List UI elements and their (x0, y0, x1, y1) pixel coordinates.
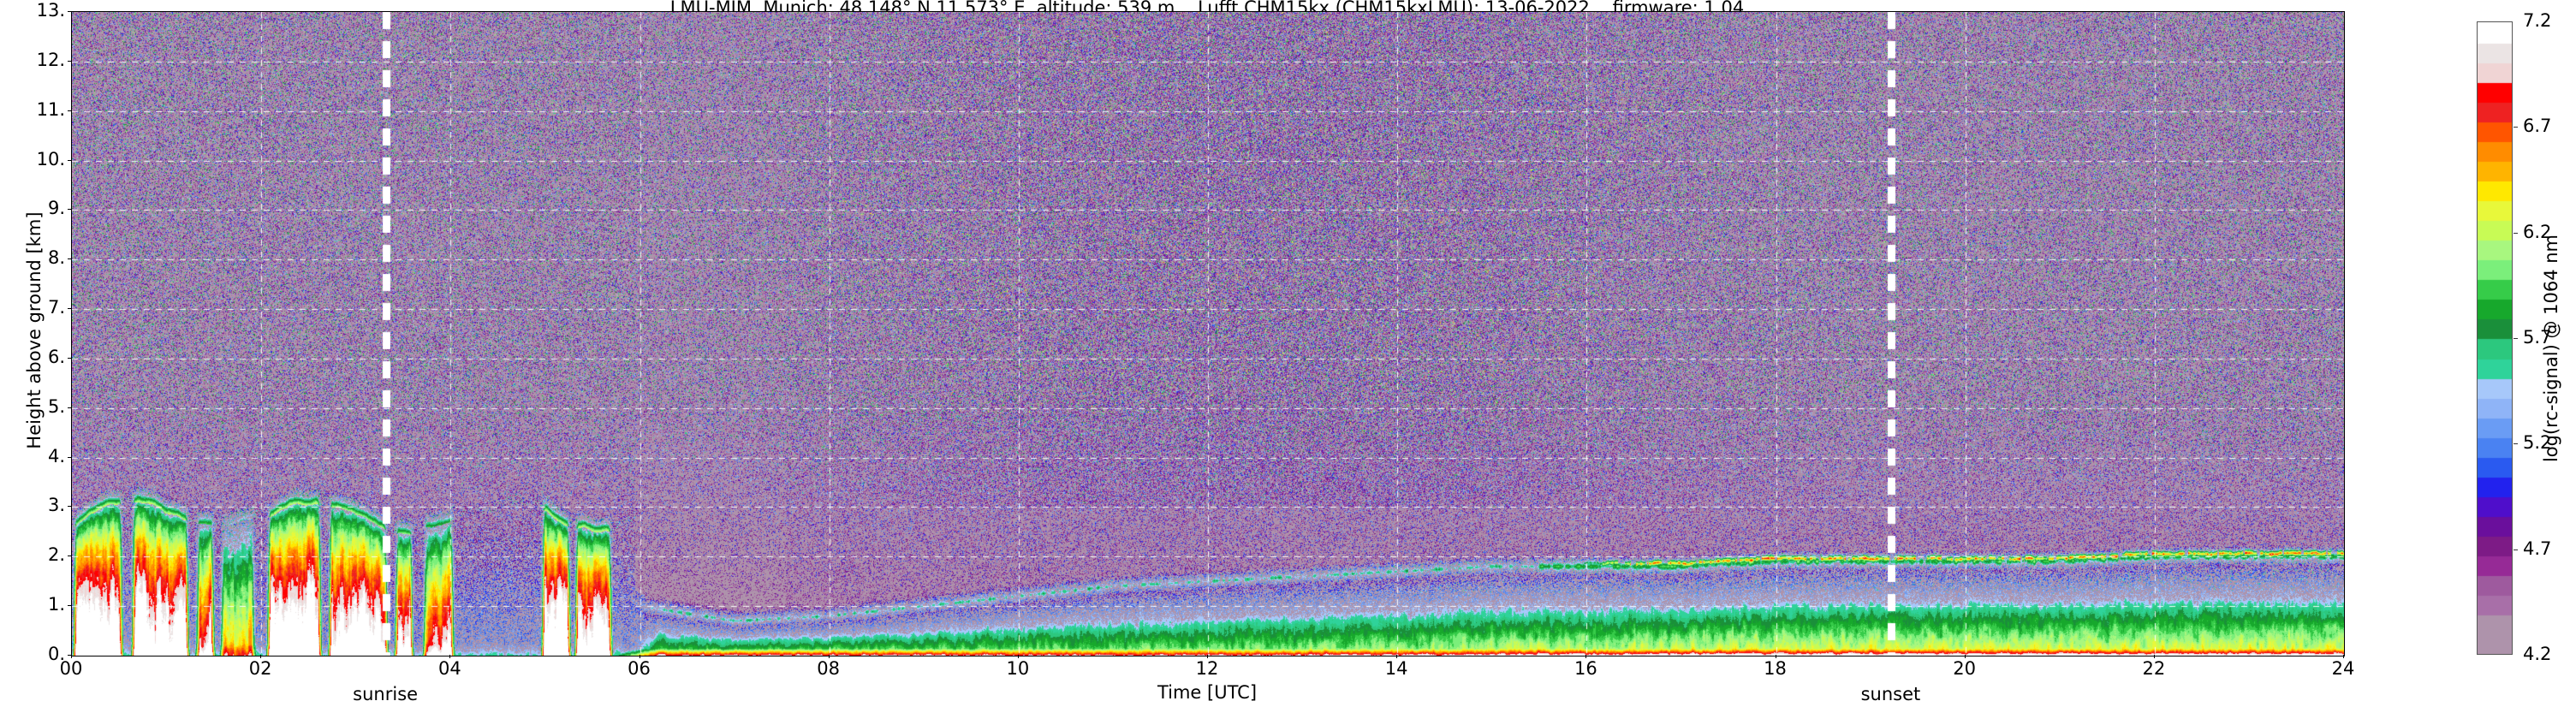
y-tick-label: 1. (47, 594, 65, 615)
y-tick-mark (68, 605, 71, 607)
x-tick-label: 14 (1384, 658, 1408, 679)
colorbar-tick-label: 4.2 (2523, 644, 2552, 664)
y-tick-label: 3. (47, 495, 65, 516)
colorbar-tick-label: 4.7 (2523, 538, 2552, 559)
colorbar-label: log(rc-signal) @ 1064 nm (2541, 234, 2561, 463)
x-tick-mark (2343, 655, 2344, 658)
x-tick-label: 06 (628, 658, 651, 679)
x-tick-label: 02 (248, 658, 272, 679)
x-tick-mark (828, 655, 830, 658)
colorbar-tick-label: 7.2 (2523, 10, 2552, 31)
colorbar-tick-label: 6.2 (2523, 221, 2552, 242)
y-tick-label: 4. (47, 445, 65, 466)
x-tick-label: 24 (2331, 658, 2355, 679)
event-label-sunset: sunset (1860, 684, 1921, 704)
backscatter-heatmap (72, 12, 2344, 656)
y-tick-label: 7. (47, 297, 65, 318)
y-tick-mark (68, 308, 71, 310)
y-tick-mark (68, 110, 71, 111)
y-tick-mark (68, 11, 71, 12)
y-tick-label: 8. (47, 247, 65, 269)
x-tick-mark (449, 655, 451, 658)
y-tick-mark (68, 60, 71, 62)
colorbar-tick-mark (2514, 338, 2518, 339)
y-tick-mark (68, 456, 71, 458)
y-tick-mark (68, 506, 71, 508)
x-tick-label: 08 (817, 658, 841, 679)
y-tick-label: 2. (47, 544, 65, 566)
y-tick-mark (68, 655, 71, 656)
y-tick-label: 6. (47, 346, 65, 367)
y-tick-label: 11. (36, 98, 65, 120)
y-tick-label: 9. (47, 198, 65, 219)
x-tick-label: 12 (1195, 658, 1219, 679)
x-tick-label: 10 (1006, 658, 1030, 679)
x-tick-label: 00 (59, 658, 83, 679)
x-tick-label: 16 (1574, 658, 1597, 679)
x-tick-label: 22 (2142, 658, 2166, 679)
plot-area[interactable] (71, 11, 2345, 656)
colorbar-tick-mark (2514, 232, 2518, 234)
x-tick-mark (2153, 655, 2155, 658)
y-tick-label: 10. (36, 148, 65, 169)
colorbar[interactable] (2477, 21, 2513, 655)
y-tick-label: 13. (36, 0, 65, 21)
x-tick-label: 20 (1953, 658, 1977, 679)
colorbar-tick-mark (2514, 443, 2518, 445)
x-tick-mark (1396, 655, 1398, 658)
x-tick-mark (71, 655, 72, 658)
y-tick-label: 5. (47, 395, 65, 417)
colorbar-tick-label: 5.2 (2523, 432, 2552, 454)
y-tick-label: 0. (47, 644, 65, 664)
x-tick-mark (1017, 655, 1019, 658)
colorbar-tick-label: 5.7 (2523, 327, 2552, 348)
y-tick-mark (68, 357, 71, 359)
y-tick-mark (68, 209, 71, 211)
x-tick-mark (1964, 655, 1966, 658)
colorbar-tick-mark (2514, 127, 2518, 128)
x-axis-label: Time [UTC] (1157, 682, 1258, 703)
colorbar-tick-label: 6.7 (2523, 116, 2552, 137)
colorbar-gradient (2478, 22, 2512, 654)
y-tick-label: 12. (36, 49, 65, 70)
event-label-sunrise: sunrise (353, 684, 419, 704)
y-tick-mark (68, 258, 71, 260)
y-tick-mark (68, 159, 71, 161)
x-tick-label: 18 (1764, 658, 1787, 679)
x-tick-mark (260, 655, 262, 658)
x-tick-mark (1207, 655, 1208, 658)
x-tick-mark (1585, 655, 1587, 658)
x-tick-label: 04 (437, 658, 461, 679)
y-tick-mark (68, 407, 71, 408)
